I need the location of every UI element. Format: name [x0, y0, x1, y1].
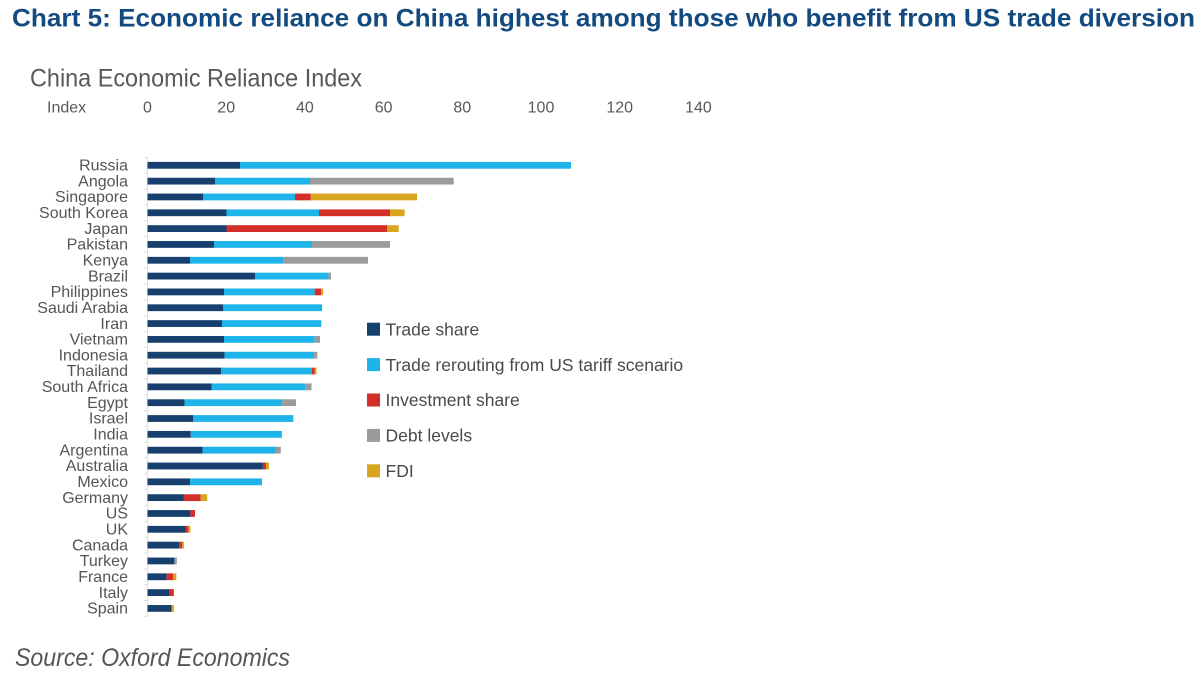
svg-text:Germany: Germany: [62, 490, 128, 507]
svg-text:20: 20: [217, 100, 235, 117]
svg-text:140: 140: [685, 100, 712, 117]
svg-text:India: India: [93, 427, 128, 444]
svg-text:Mexico: Mexico: [77, 474, 128, 491]
svg-text:Trade rerouting from US tariff: Trade rerouting from US tariff scenario: [386, 355, 684, 375]
svg-text:Investment share: Investment share: [386, 390, 520, 410]
svg-text:Australia: Australia: [66, 458, 128, 475]
svg-text:Source: Oxford Economics: Source: Oxford Economics: [15, 644, 290, 672]
svg-text:Canada: Canada: [72, 537, 128, 554]
svg-text:Russia: Russia: [79, 158, 128, 175]
svg-text:Chart 5: Economic reliance on: Chart 5: Economic reliance on China high…: [12, 5, 1195, 33]
svg-text:Italy: Italy: [99, 585, 128, 602]
svg-text:Turkey: Turkey: [80, 553, 128, 570]
svg-text:Pakistan: Pakistan: [67, 237, 128, 254]
svg-text:Angola: Angola: [78, 173, 128, 190]
svg-text:Israel: Israel: [89, 411, 128, 428]
svg-text:South Korea: South Korea: [39, 205, 128, 222]
svg-text:France: France: [78, 569, 128, 586]
svg-text:Debt levels: Debt levels: [386, 426, 473, 446]
svg-text:Philippines: Philippines: [51, 284, 128, 301]
svg-text:Spain: Spain: [87, 601, 128, 618]
svg-text:0: 0: [143, 100, 152, 117]
svg-text:UK: UK: [106, 522, 129, 539]
svg-text:Japan: Japan: [84, 221, 128, 238]
svg-text:Singapore: Singapore: [55, 189, 128, 206]
svg-text:Indonesia: Indonesia: [59, 347, 128, 364]
svg-text:40: 40: [296, 100, 314, 117]
svg-text:Trade share: Trade share: [386, 319, 480, 339]
svg-text:Vietnam: Vietnam: [70, 332, 128, 349]
svg-text:China Economic Reliance Index: China Economic Reliance Index: [30, 65, 362, 93]
svg-text:Iran: Iran: [100, 316, 128, 333]
svg-text:Saudi Arabia: Saudi Arabia: [37, 300, 128, 317]
svg-text:80: 80: [453, 100, 471, 117]
svg-text:120: 120: [606, 100, 633, 117]
svg-text:Argentina: Argentina: [60, 442, 129, 459]
svg-text:US: US: [106, 506, 128, 523]
svg-text:South Africa: South Africa: [42, 379, 128, 396]
svg-text:FDI: FDI: [386, 461, 414, 481]
svg-text:Thailand: Thailand: [67, 363, 128, 380]
svg-text:Index: Index: [47, 100, 86, 117]
svg-text:60: 60: [375, 100, 393, 117]
svg-text:Egypt: Egypt: [87, 395, 128, 412]
svg-text:Kenya: Kenya: [83, 253, 128, 270]
svg-text:100: 100: [528, 100, 555, 117]
svg-text:Brazil: Brazil: [88, 268, 128, 285]
